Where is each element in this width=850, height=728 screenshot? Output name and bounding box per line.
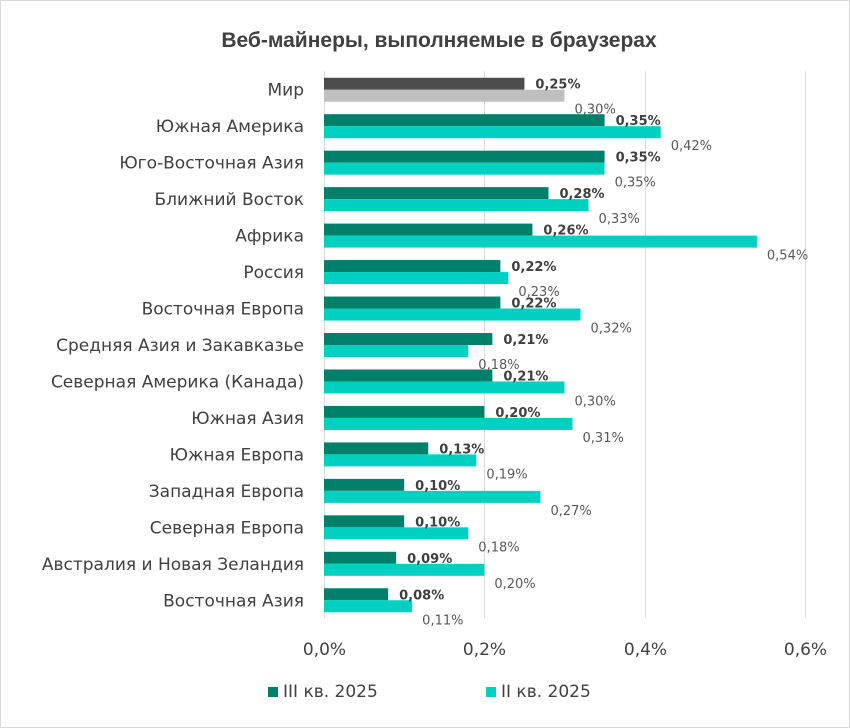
bar-q3	[324, 442, 429, 455]
category-label: Северная Европа	[150, 518, 304, 538]
bar-q3	[324, 296, 501, 309]
category-label: Южная Европа	[170, 445, 304, 465]
data-label-q3: 0,26%	[543, 224, 588, 239]
category-label: Австралия и Новая Зеландия	[42, 555, 304, 575]
bar-q3	[324, 333, 493, 345]
bar-q2	[324, 490, 541, 503]
chart-title: Веб-майнеры, выполняемые в браузерах	[221, 29, 657, 52]
data-label-q3: 0,22%	[511, 297, 556, 312]
category-labels: Мир Южная Америка Юго-Восточная Азия Ближни…	[42, 81, 304, 612]
category-label: Юго-Восточная Азия	[119, 154, 304, 174]
data-label-q3: 0,35%	[616, 114, 661, 129]
category-label: Северная Америка (Канада)	[51, 372, 304, 392]
bar-q3	[324, 114, 605, 127]
legend-swatch	[486, 687, 496, 697]
bar-q2	[324, 381, 565, 394]
category-label: Мир	[267, 81, 304, 101]
legend: III кв. 2025 II кв. 2025	[268, 682, 591, 702]
category-label: Африка	[235, 227, 304, 247]
legend-label: II кв. 2025	[501, 682, 591, 702]
data-label-q3: 0,08%	[399, 588, 444, 603]
data-label-q3: 0,20%	[495, 406, 540, 421]
data-label-q2: 0,30%	[575, 394, 616, 409]
data-label-q2: 0,27%	[550, 504, 591, 519]
x-axis-ticks: 0,0% 0,2% 0,4% 0,6%	[303, 640, 827, 660]
bar-q2	[324, 308, 581, 321]
category-label: Средняя Азия и Закавказье	[56, 336, 304, 356]
bar-q3	[324, 260, 501, 273]
data-label-q3: 0,13%	[439, 442, 484, 457]
data-label-q3: 0,10%	[415, 515, 460, 530]
bar-q3	[324, 223, 533, 236]
bar-q2	[324, 199, 589, 212]
bar-q3	[324, 588, 389, 601]
data-label-q2: 0,18%	[478, 358, 519, 373]
data-label-q3: 0,35%	[616, 151, 661, 166]
data-label-q3: 0,28%	[559, 187, 604, 202]
bar-q2	[324, 454, 477, 467]
data-label-q3: 0,22%	[511, 260, 556, 275]
bar-q3	[324, 405, 485, 418]
bar-q2	[324, 272, 509, 285]
bar-q3	[324, 551, 397, 564]
data-label-q3: 0,25%	[535, 78, 580, 93]
bar-q2	[324, 235, 757, 248]
data-label-q2: 0,11%	[422, 613, 463, 628]
legend-label: III кв. 2025	[283, 682, 378, 702]
bar-q3	[324, 77, 525, 90]
data-label-q2: 0,33%	[599, 212, 640, 227]
data-label-q2: 0,35%	[615, 176, 656, 191]
bar-q2	[324, 417, 573, 430]
category-label: Восточная Европа	[142, 300, 304, 320]
data-label-q2: 0,19%	[486, 467, 527, 482]
bar-q2	[324, 600, 413, 613]
data-label-q2: 0,23%	[518, 285, 559, 300]
data-label-q2: 0,18%	[478, 540, 519, 555]
x-tick-label: 0,4%	[624, 640, 667, 660]
data-label-q2: 0,20%	[494, 577, 535, 592]
bar-q2	[324, 563, 485, 576]
bar-q2	[324, 89, 565, 102]
bar-q2	[324, 162, 605, 175]
data-label-q3: 0,21%	[503, 369, 548, 384]
category-label: Восточная Азия	[163, 591, 304, 611]
category-label: Южная Америка	[156, 117, 304, 137]
bar-q3	[324, 369, 493, 382]
category-label: Ближний Восток	[155, 190, 305, 210]
bar-q2	[324, 527, 469, 540]
bar-q2	[324, 345, 469, 357]
bar-q3	[324, 478, 405, 491]
legend-swatch	[268, 687, 278, 697]
category-label: Западная Европа	[149, 482, 304, 502]
data-label-q3: 0,10%	[415, 479, 460, 494]
data-label-q2: 0,32%	[591, 322, 632, 337]
data-label-q3: 0,09%	[407, 552, 452, 567]
data-label-q2: 0,30%	[575, 103, 616, 118]
x-tick-label: 0,6%	[784, 640, 827, 660]
bars	[324, 77, 757, 613]
x-tick-label: 0,2%	[463, 640, 506, 660]
data-label-q2: 0,42%	[671, 139, 712, 154]
bar-q3	[324, 150, 605, 163]
bar-q2	[324, 126, 661, 139]
x-tick-label: 0,0%	[303, 640, 346, 660]
category-label: Южная Азия	[191, 409, 304, 429]
data-label-q2: 0,31%	[583, 431, 624, 446]
data-label-q2: 0,54%	[767, 249, 808, 264]
bar-q3	[324, 187, 549, 200]
data-label-q3: 0,21%	[503, 333, 548, 348]
bar-q3	[324, 515, 405, 528]
data-labels: 0,25%0,30%0,35%0,42%0,35%0,35%0,28%0,33%…	[399, 78, 808, 629]
category-label: Россия	[243, 263, 304, 283]
